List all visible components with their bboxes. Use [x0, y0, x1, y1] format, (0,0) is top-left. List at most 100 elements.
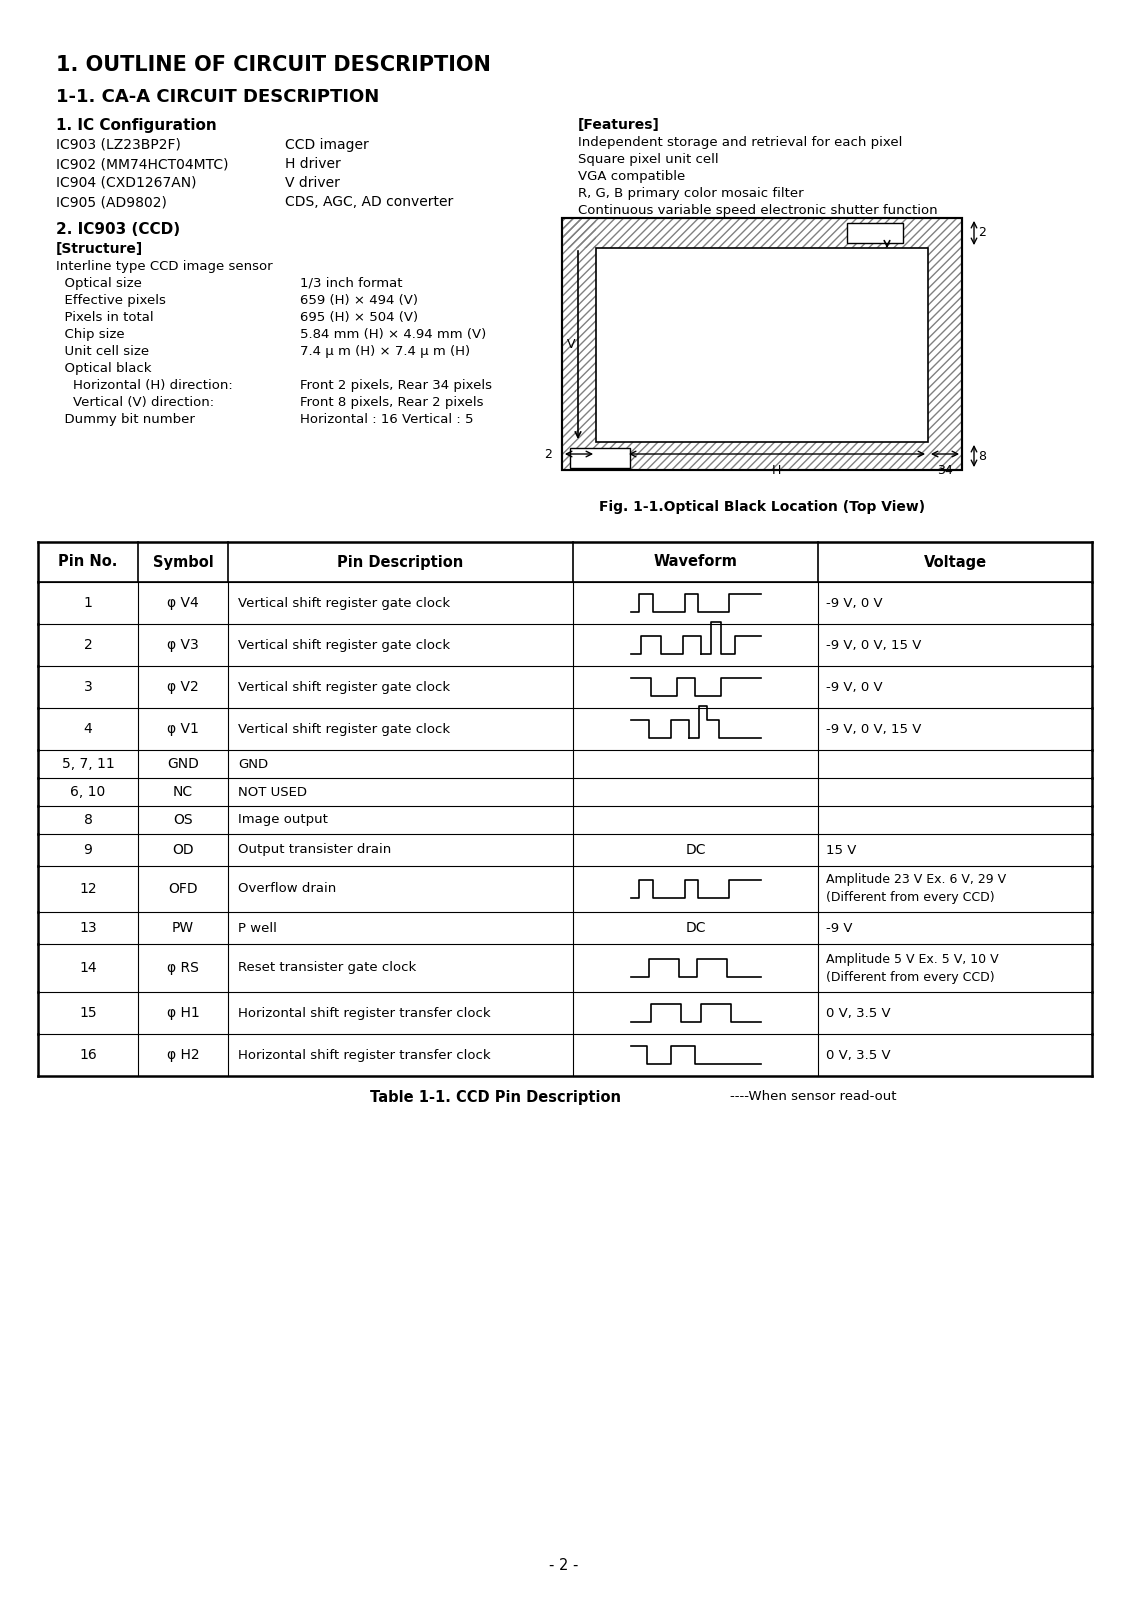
Text: P well: P well — [238, 922, 276, 934]
Text: Horizontal : 16 Vertical : 5: Horizontal : 16 Vertical : 5 — [300, 413, 474, 426]
Text: Image output: Image output — [238, 813, 328, 827]
Text: 6, 10: 6, 10 — [70, 786, 106, 798]
Text: Chip size: Chip size — [56, 328, 124, 341]
Text: 1-1. CA-A CIRCUIT DESCRIPTION: 1-1. CA-A CIRCUIT DESCRIPTION — [56, 88, 379, 106]
Text: (Different from every CCD): (Different from every CCD) — [826, 971, 995, 984]
Text: CDS, AGC, AD converter: CDS, AGC, AD converter — [285, 195, 453, 210]
Text: φ H1: φ H1 — [167, 1006, 200, 1021]
Text: IC903 (LZ23BP2F): IC903 (LZ23BP2F) — [56, 138, 180, 152]
Text: OD: OD — [173, 843, 194, 858]
Text: V driver: V driver — [285, 176, 340, 190]
Text: 659 (H) × 494 (V): 659 (H) × 494 (V) — [300, 294, 418, 307]
Text: H driver: H driver — [285, 157, 341, 171]
Text: 1. IC Configuration: 1. IC Configuration — [56, 118, 217, 133]
Bar — [562, 218, 962, 470]
Text: φ H2: φ H2 — [167, 1048, 200, 1062]
Text: PW: PW — [171, 922, 194, 934]
Bar — [562, 218, 596, 470]
Text: Pin 1: Pin 1 — [852, 226, 881, 238]
Text: Vertical shift register gate clock: Vertical shift register gate clock — [238, 723, 450, 736]
Text: -9 V: -9 V — [826, 922, 853, 934]
Text: φ V4: φ V4 — [167, 595, 199, 610]
Text: 16: 16 — [79, 1048, 97, 1062]
Text: 8: 8 — [83, 813, 92, 827]
Text: 15: 15 — [79, 1006, 97, 1021]
Text: Optical size: Optical size — [56, 277, 142, 290]
Text: Continuous variable speed electronic shutter function: Continuous variable speed electronic shu… — [578, 203, 937, 218]
Text: Front 8 pixels, Rear 2 pixels: Front 8 pixels, Rear 2 pixels — [300, 395, 484, 410]
Text: 695 (H) × 504 (V): 695 (H) × 504 (V) — [300, 310, 418, 323]
Text: GND: GND — [167, 757, 199, 771]
Text: Interline type CCD image sensor: Interline type CCD image sensor — [56, 259, 273, 274]
Text: 2: 2 — [978, 227, 986, 240]
Text: Dummy bit number: Dummy bit number — [56, 413, 195, 426]
Text: Square pixel unit cell: Square pixel unit cell — [578, 154, 719, 166]
Text: 15 V: 15 V — [826, 843, 856, 856]
Text: Vertical shift register gate clock: Vertical shift register gate clock — [238, 638, 450, 651]
Text: φ V1: φ V1 — [167, 722, 199, 736]
Text: 5, 7, 11: 5, 7, 11 — [62, 757, 114, 771]
Bar — [570, 448, 631, 467]
Text: Horizontal shift register transfer clock: Horizontal shift register transfer clock — [238, 1006, 491, 1019]
Text: NOT USED: NOT USED — [238, 786, 307, 798]
Text: -9 V, 0 V, 15 V: -9 V, 0 V, 15 V — [826, 638, 922, 651]
Text: 2: 2 — [83, 638, 92, 653]
Bar — [596, 248, 928, 442]
Text: 8: 8 — [978, 450, 986, 462]
Text: 34: 34 — [937, 464, 953, 477]
Text: Voltage: Voltage — [924, 555, 987, 570]
Text: -9 V, 0 V: -9 V, 0 V — [826, 597, 882, 610]
Text: Vertical shift register gate clock: Vertical shift register gate clock — [238, 597, 450, 610]
Text: R, G, B primary color mosaic filter: R, G, B primary color mosaic filter — [578, 187, 803, 200]
Text: Vertical shift register gate clock: Vertical shift register gate clock — [238, 680, 450, 693]
Text: 1: 1 — [83, 595, 92, 610]
Text: Unit cell size: Unit cell size — [56, 346, 149, 358]
Text: Pixels in total: Pixels in total — [56, 310, 153, 323]
Text: Amplitude 5 V Ex. 5 V, 10 V: Amplitude 5 V Ex. 5 V, 10 V — [826, 952, 998, 965]
Text: Waveform: Waveform — [653, 555, 738, 570]
Text: Table 1-1. CCD Pin Description: Table 1-1. CCD Pin Description — [370, 1090, 622, 1106]
Bar — [847, 222, 904, 243]
Text: Overflow drain: Overflow drain — [238, 883, 336, 896]
Text: Optical black: Optical black — [56, 362, 151, 374]
Text: 1/3 inch format: 1/3 inch format — [300, 277, 403, 290]
Text: 14: 14 — [79, 962, 97, 974]
Text: -9 V, 0 V: -9 V, 0 V — [826, 680, 882, 693]
Text: φ V2: φ V2 — [167, 680, 199, 694]
Text: VGA compatible: VGA compatible — [578, 170, 685, 182]
Text: 1. OUTLINE OF CIRCUIT DESCRIPTION: 1. OUTLINE OF CIRCUIT DESCRIPTION — [56, 54, 491, 75]
Text: IC904 (CXD1267AN): IC904 (CXD1267AN) — [56, 176, 196, 190]
Text: Effective pixels: Effective pixels — [56, 294, 166, 307]
Text: CCD imager: CCD imager — [285, 138, 369, 152]
Text: 2. IC903 (CCD): 2. IC903 (CCD) — [56, 222, 180, 237]
Text: 7.4 μ m (H) × 7.4 μ m (H): 7.4 μ m (H) × 7.4 μ m (H) — [300, 346, 470, 358]
Text: Vertical (V) direction:: Vertical (V) direction: — [56, 395, 214, 410]
Text: 4: 4 — [83, 722, 92, 736]
Text: DC: DC — [685, 922, 706, 934]
Text: 13: 13 — [79, 922, 97, 934]
Text: OFD: OFD — [168, 882, 197, 896]
Bar — [596, 442, 962, 470]
Text: Symbol: Symbol — [152, 555, 213, 570]
Text: 9: 9 — [83, 843, 92, 858]
Text: NC: NC — [173, 786, 193, 798]
Text: DC: DC — [685, 843, 706, 858]
Text: 5.84 mm (H) × 4.94 mm (V): 5.84 mm (H) × 4.94 mm (V) — [300, 328, 486, 341]
Text: Pin Description: Pin Description — [337, 555, 464, 570]
Text: V: V — [567, 338, 575, 350]
Text: [Features]: [Features] — [578, 118, 660, 133]
Text: IC902 (MM74HCT04MTC): IC902 (MM74HCT04MTC) — [56, 157, 229, 171]
Text: Pin 9: Pin 9 — [574, 451, 602, 464]
Text: H: H — [772, 464, 782, 477]
Bar — [928, 248, 962, 442]
Text: OS: OS — [174, 813, 193, 827]
Text: (Different from every CCD): (Different from every CCD) — [826, 891, 995, 904]
Text: - 2 -: - 2 - — [549, 1557, 579, 1573]
Text: 12: 12 — [79, 882, 97, 896]
Text: GND: GND — [238, 757, 268, 771]
Text: -9 V, 0 V, 15 V: -9 V, 0 V, 15 V — [826, 723, 922, 736]
Text: φ V3: φ V3 — [167, 638, 199, 653]
Text: Horizontal (H) direction:: Horizontal (H) direction: — [56, 379, 232, 392]
Text: Horizontal shift register transfer clock: Horizontal shift register transfer clock — [238, 1048, 491, 1061]
Text: 3: 3 — [83, 680, 92, 694]
